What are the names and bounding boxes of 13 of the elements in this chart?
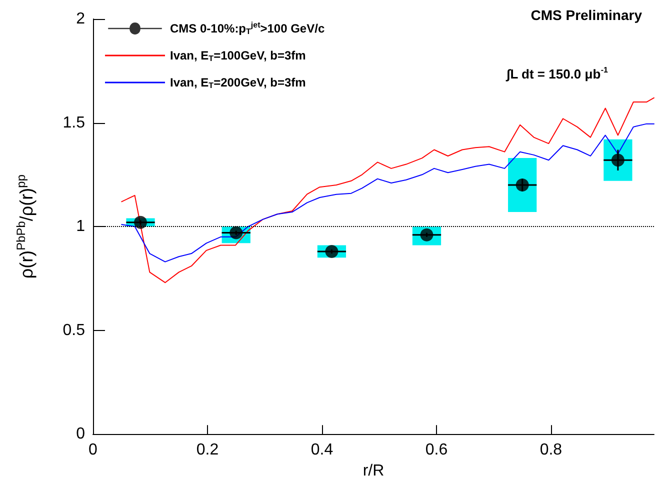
x-tick-label: 0.6 — [425, 442, 448, 459]
annotation: CMS Preliminary — [530, 7, 642, 23]
y-tick-label: 1 — [76, 218, 86, 236]
x-tick-label: 0.4 — [310, 442, 334, 459]
y-tick-label: 0.5 — [62, 322, 86, 339]
y-axis-title: ρ(r)PbPb/ρ(r)pp — [14, 174, 36, 279]
x-tick-label: 0.8 — [540, 442, 562, 459]
y-tick-label: 1.5 — [62, 114, 86, 132]
y-tick-label: 0 — [76, 426, 86, 443]
x-axis-title: r/R — [362, 462, 384, 480]
x-tick-label: 0 — [88, 442, 98, 459]
x-tick-label: 0.2 — [196, 442, 219, 459]
y-tick-label: 2 — [76, 10, 86, 28]
